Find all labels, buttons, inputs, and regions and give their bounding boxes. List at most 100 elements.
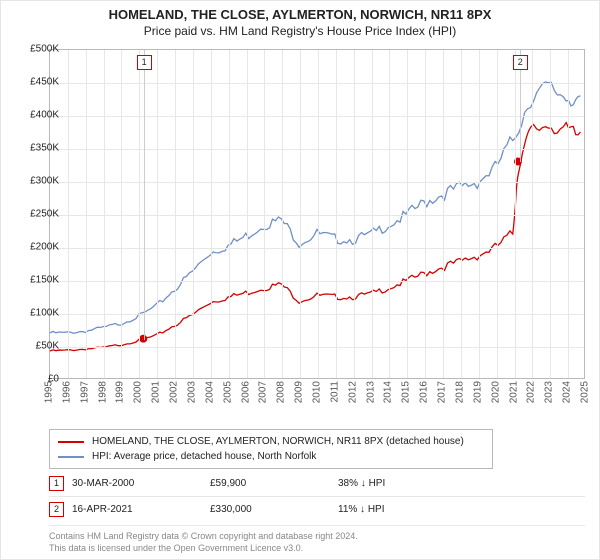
- grid-h: [50, 116, 584, 117]
- x-axis-label: 2007: [258, 381, 269, 403]
- x-axis-label: 1998: [97, 381, 108, 403]
- y-axis-label: £450K: [13, 77, 59, 88]
- grid-v: [229, 50, 230, 378]
- grid-h: [50, 215, 584, 216]
- y-axis-label: £300K: [13, 176, 59, 187]
- x-axis-label: 1995: [44, 381, 55, 403]
- grid-v: [68, 50, 69, 378]
- y-axis-label: £50K: [13, 341, 59, 352]
- x-axis-label: 2000: [133, 381, 144, 403]
- grid-h: [50, 182, 584, 183]
- y-axis-label: £100K: [13, 308, 59, 319]
- marker-badge: 2: [513, 55, 528, 70]
- transaction-price: £59,900: [210, 478, 330, 489]
- grid-v: [211, 50, 212, 378]
- x-axis-label: 2008: [276, 381, 287, 403]
- transaction-row: 130-MAR-2000£59,90038% ↓ HPI: [49, 471, 585, 496]
- x-axis-label: 2021: [508, 381, 519, 403]
- titles: HOMELAND, THE CLOSE, AYLMERTON, NORWICH,…: [1, 1, 599, 38]
- grid-v: [532, 50, 533, 378]
- grid-v: [175, 50, 176, 378]
- attribution-line-1: Contains HM Land Registry data © Crown c…: [49, 530, 585, 542]
- x-axis-label: 2001: [151, 381, 162, 403]
- x-axis-label: 2016: [419, 381, 430, 403]
- x-axis-label: 2014: [383, 381, 394, 403]
- grid-h: [50, 314, 584, 315]
- x-axis-label: 2019: [472, 381, 483, 403]
- attribution: Contains HM Land Registry data © Crown c…: [49, 525, 585, 554]
- grid-v: [300, 50, 301, 378]
- grid-v: [550, 50, 551, 378]
- grid-v: [461, 50, 462, 378]
- transaction-diff: 11% ↓ HPI: [338, 504, 478, 515]
- plot-area: 12: [49, 49, 585, 379]
- attribution-line-2: This data is licensed under the Open Gov…: [49, 542, 585, 554]
- transaction-date: 16-APR-2021: [72, 504, 202, 515]
- grid-v: [157, 50, 158, 378]
- grid-v: [247, 50, 248, 378]
- x-axis-label: 2023: [544, 381, 555, 403]
- transaction-badge: 1: [49, 476, 64, 491]
- legend-swatch: [58, 441, 84, 443]
- transaction-row: 2 16-APR-2021 £330,000 11% ↓ HPI: [49, 496, 585, 522]
- y-axis-label: £250K: [13, 209, 59, 220]
- lines-svg: [50, 50, 584, 378]
- grid-v: [139, 50, 140, 378]
- x-axis-label: 2005: [222, 381, 233, 403]
- legend-item: HOMELAND, THE CLOSE, AYLMERTON, NORWICH,…: [58, 434, 484, 449]
- grid-v: [407, 50, 408, 378]
- grid-h: [50, 248, 584, 249]
- x-axis-label: 2024: [562, 381, 573, 403]
- transaction-badge: 2: [49, 502, 64, 517]
- x-axis-label: 2002: [169, 381, 180, 403]
- x-axis-label: 2003: [186, 381, 197, 403]
- legend: HOMELAND, THE CLOSE, AYLMERTON, NORWICH,…: [49, 429, 493, 469]
- chart-subtitle: Price paid vs. HM Land Registry's House …: [1, 24, 599, 38]
- x-axis-label: 2025: [580, 381, 591, 403]
- y-axis-label: £350K: [13, 143, 59, 154]
- y-axis-label: £150K: [13, 275, 59, 286]
- grid-v: [568, 50, 569, 378]
- grid-v: [336, 50, 337, 378]
- legend-item: HPI: Average price, detached house, Nort…: [58, 449, 484, 464]
- grid-h: [50, 347, 584, 348]
- grid-v: [372, 50, 373, 378]
- chart-card: HOMELAND, THE CLOSE, AYLMERTON, NORWICH,…: [0, 0, 600, 560]
- marker-badge: 1: [137, 55, 152, 70]
- x-axis-label: 1999: [115, 381, 126, 403]
- x-axis-label: 2015: [401, 381, 412, 403]
- legend-label: HOMELAND, THE CLOSE, AYLMERTON, NORWICH,…: [92, 436, 464, 447]
- x-axis-label: 2012: [347, 381, 358, 403]
- grid-v: [104, 50, 105, 378]
- legend-swatch: [58, 456, 84, 458]
- grid-v: [389, 50, 390, 378]
- grid-h: [50, 149, 584, 150]
- x-axis-label: 1997: [79, 381, 90, 403]
- transaction-price: £330,000: [210, 504, 330, 515]
- grid-v: [515, 50, 516, 378]
- x-axis-label: 2017: [437, 381, 448, 403]
- grid-v: [497, 50, 498, 378]
- grid-v: [86, 50, 87, 378]
- grid-v: [264, 50, 265, 378]
- transaction-date: 30-MAR-2000: [72, 478, 202, 489]
- x-axis-label: 2006: [240, 381, 251, 403]
- grid-v: [479, 50, 480, 378]
- x-axis-label: 1996: [61, 381, 72, 403]
- legend-label: HPI: Average price, detached house, Nort…: [92, 451, 316, 462]
- x-axis-label: 2020: [490, 381, 501, 403]
- y-axis-label: £500K: [13, 44, 59, 55]
- x-axis-label: 2022: [526, 381, 537, 403]
- x-axis-label: 2009: [294, 381, 305, 403]
- grid-v: [354, 50, 355, 378]
- chart-title: HOMELAND, THE CLOSE, AYLMERTON, NORWICH,…: [1, 7, 599, 22]
- x-axis-label: 2004: [204, 381, 215, 403]
- marker-guide: [144, 50, 145, 340]
- grid-v: [318, 50, 319, 378]
- grid-v: [443, 50, 444, 378]
- grid-h: [50, 281, 584, 282]
- grid-v: [425, 50, 426, 378]
- x-axis-label: 2010: [312, 381, 323, 403]
- x-axis-label: 2013: [365, 381, 376, 403]
- y-axis-label: £400K: [13, 110, 59, 121]
